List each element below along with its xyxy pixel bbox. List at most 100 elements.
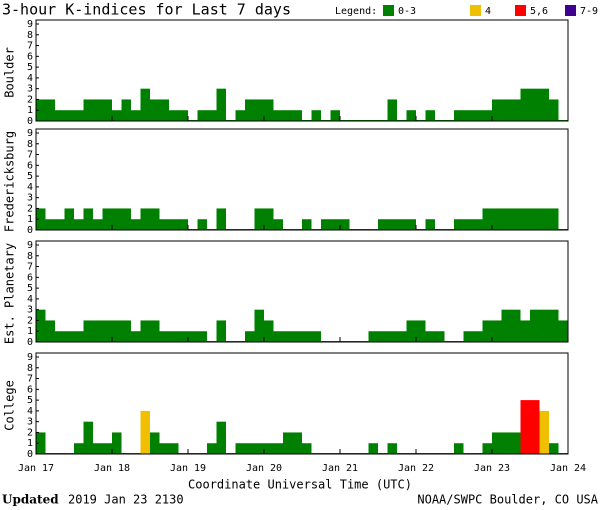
bar bbox=[36, 208, 46, 230]
bar bbox=[74, 219, 84, 230]
x-tick-label: Jan 18 bbox=[94, 463, 130, 474]
x-axis-label: Coordinate Universal Time (UTC) bbox=[188, 478, 412, 492]
bar bbox=[254, 208, 264, 230]
y-tick-label: 1 bbox=[27, 105, 33, 116]
bar bbox=[454, 443, 464, 454]
y-tick-label: 3 bbox=[27, 417, 33, 428]
plot-frame bbox=[35, 19, 569, 122]
bar bbox=[473, 110, 483, 121]
x-tick-label: Jan 17 bbox=[18, 463, 54, 474]
bar bbox=[112, 320, 122, 342]
plot-frame bbox=[35, 352, 569, 455]
bar bbox=[159, 443, 169, 454]
bar bbox=[178, 331, 188, 342]
bar bbox=[416, 320, 426, 342]
bar bbox=[387, 443, 397, 454]
bar bbox=[473, 331, 483, 342]
bar bbox=[45, 320, 55, 342]
bar bbox=[159, 219, 169, 230]
bar bbox=[302, 219, 312, 230]
bar bbox=[425, 110, 435, 121]
updated-label: Updated bbox=[2, 493, 59, 507]
bar bbox=[463, 219, 473, 230]
bar bbox=[283, 331, 293, 342]
y-tick-label: 9 bbox=[27, 352, 33, 363]
bar bbox=[159, 331, 169, 342]
bar bbox=[273, 110, 283, 121]
y-tick-label: 2 bbox=[27, 203, 33, 214]
legend-label: 7-9 bbox=[580, 6, 598, 17]
bar bbox=[520, 320, 530, 342]
y-tick-label: 7 bbox=[27, 374, 33, 385]
bar bbox=[549, 208, 559, 230]
bar bbox=[216, 320, 226, 342]
legend-label: 0-3 bbox=[398, 6, 416, 17]
bar bbox=[302, 443, 312, 454]
bar bbox=[283, 110, 293, 121]
bar bbox=[55, 219, 65, 230]
y-tick-label: 1 bbox=[27, 214, 33, 225]
legend-label: 5,6 bbox=[530, 6, 548, 17]
bar bbox=[102, 208, 112, 230]
bar bbox=[93, 443, 103, 454]
bar bbox=[150, 208, 160, 230]
bar bbox=[93, 320, 103, 342]
bar bbox=[55, 331, 65, 342]
bar bbox=[292, 331, 302, 342]
bar bbox=[264, 320, 274, 342]
bar bbox=[140, 208, 150, 230]
bar bbox=[273, 331, 283, 342]
updated-time: 2019 Jan 23 2130 bbox=[68, 493, 184, 507]
bar bbox=[463, 331, 473, 342]
bar bbox=[254, 443, 264, 454]
x-tick-label: Jan 21 bbox=[322, 463, 358, 474]
bar bbox=[45, 99, 55, 121]
bar bbox=[558, 320, 568, 342]
y-tick-label: 6 bbox=[27, 51, 33, 62]
bar bbox=[245, 331, 255, 342]
bar bbox=[254, 99, 264, 121]
bar bbox=[74, 110, 84, 121]
bar bbox=[93, 219, 103, 230]
bar bbox=[216, 208, 226, 230]
bar bbox=[74, 443, 84, 454]
bar bbox=[64, 331, 74, 342]
bar bbox=[83, 421, 93, 454]
bar bbox=[197, 331, 207, 342]
bar bbox=[539, 208, 549, 230]
bar bbox=[406, 110, 416, 121]
bar bbox=[55, 110, 65, 121]
bar bbox=[140, 88, 150, 121]
bar bbox=[397, 219, 407, 230]
bar bbox=[378, 219, 388, 230]
bar bbox=[292, 110, 302, 121]
bar bbox=[435, 331, 445, 342]
bar bbox=[140, 320, 150, 342]
y-tick-label: 0 bbox=[27, 116, 33, 127]
bar bbox=[539, 88, 549, 121]
bar bbox=[169, 331, 179, 342]
bar bbox=[207, 110, 217, 121]
y-tick-label: 4 bbox=[27, 406, 33, 417]
bar bbox=[454, 219, 464, 230]
bar bbox=[36, 99, 46, 121]
bar bbox=[454, 110, 464, 121]
panel-label: Fredericksburg bbox=[3, 131, 17, 232]
y-tick-label: 5 bbox=[27, 283, 33, 294]
y-tick-label: 8 bbox=[27, 251, 33, 262]
bar bbox=[311, 331, 321, 342]
x-tick-label: Jan 22 bbox=[398, 463, 434, 474]
y-tick-label: 5 bbox=[27, 395, 33, 406]
bar bbox=[492, 432, 502, 454]
legend-swatch bbox=[565, 5, 576, 16]
legend-title: Legend: bbox=[335, 6, 377, 17]
bar bbox=[159, 99, 169, 121]
y-tick-label: 0 bbox=[27, 225, 33, 236]
bar bbox=[321, 219, 331, 230]
bar bbox=[539, 410, 549, 454]
bar bbox=[74, 331, 84, 342]
bar bbox=[530, 208, 540, 230]
bar bbox=[93, 99, 103, 121]
bar bbox=[131, 110, 141, 121]
y-tick-label: 5 bbox=[27, 171, 33, 182]
